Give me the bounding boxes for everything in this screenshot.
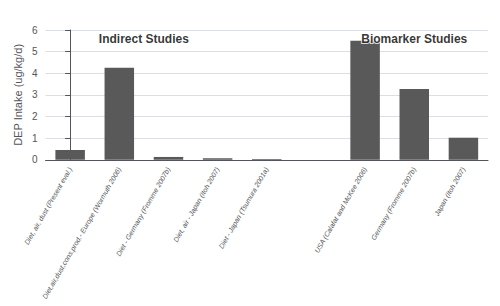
svg-text:2: 2 bbox=[32, 111, 38, 122]
svg-text:Diet, air, dust (Present eval.: Diet, air, dust (Present eval.) bbox=[23, 166, 74, 246]
svg-text:DEP Intake (ug/kg/d): DEP Intake (ug/kg/d) bbox=[12, 44, 24, 146]
svg-text:6: 6 bbox=[32, 25, 38, 36]
svg-text:3: 3 bbox=[32, 89, 38, 100]
svg-text:5: 5 bbox=[32, 46, 38, 57]
svg-text:Diet - Japan (Tsumura 2001a): Diet - Japan (Tsumura 2001a) bbox=[217, 166, 270, 250]
svg-text:Japan (Itoh 2007): Japan (Itoh 2007) bbox=[433, 166, 468, 218]
svg-text:Biomarker Studies: Biomarker Studies bbox=[361, 32, 467, 46]
svg-text:1: 1 bbox=[32, 133, 38, 144]
svg-text:Diet - Germany (Fromme 2007b): Diet - Germany (Fromme 2007b) bbox=[115, 166, 173, 258]
svg-text:Diet, air - Japan (Itoh 2007): Diet, air - Japan (Itoh 2007) bbox=[172, 166, 221, 244]
svg-text:4: 4 bbox=[32, 68, 38, 79]
svg-text:Indirect Studies: Indirect Studies bbox=[99, 32, 189, 46]
svg-text:Germany (Fromme 2007b): Germany (Fromme 2007b) bbox=[370, 166, 418, 242]
svg-text:Diet,air,dust,cons.prod.- Euro: Diet,air,dust,cons.prod.- Europe (Wormut… bbox=[41, 166, 123, 300]
svg-text:USA (Calafat and McKee 2006): USA (Calafat and McKee 2006) bbox=[313, 166, 369, 255]
svg-text:0: 0 bbox=[32, 154, 38, 165]
